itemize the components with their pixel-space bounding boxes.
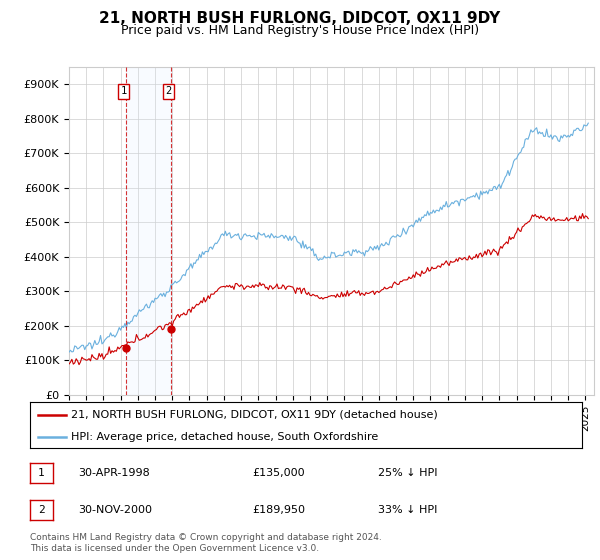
Text: 33% ↓ HPI: 33% ↓ HPI	[378, 505, 437, 515]
Text: 2: 2	[38, 505, 45, 515]
Text: Price paid vs. HM Land Registry's House Price Index (HPI): Price paid vs. HM Land Registry's House …	[121, 24, 479, 36]
Text: 25% ↓ HPI: 25% ↓ HPI	[378, 468, 437, 478]
Text: 2: 2	[165, 86, 172, 96]
Text: 21, NORTH BUSH FURLONG, DIDCOT, OX11 9DY: 21, NORTH BUSH FURLONG, DIDCOT, OX11 9DY	[100, 11, 500, 26]
Text: 30-NOV-2000: 30-NOV-2000	[78, 505, 152, 515]
Text: £135,000: £135,000	[252, 468, 305, 478]
Text: Contains HM Land Registry data © Crown copyright and database right 2024.
This d: Contains HM Land Registry data © Crown c…	[30, 533, 382, 553]
Text: £189,950: £189,950	[252, 505, 305, 515]
Text: 30-APR-1998: 30-APR-1998	[78, 468, 150, 478]
Text: 1: 1	[121, 86, 127, 96]
Text: 1: 1	[38, 468, 45, 478]
Text: HPI: Average price, detached house, South Oxfordshire: HPI: Average price, detached house, Sout…	[71, 432, 379, 441]
Bar	[127, 67, 171, 395]
Text: 21, NORTH BUSH FURLONG, DIDCOT, OX11 9DY (detached house): 21, NORTH BUSH FURLONG, DIDCOT, OX11 9DY…	[71, 410, 438, 420]
